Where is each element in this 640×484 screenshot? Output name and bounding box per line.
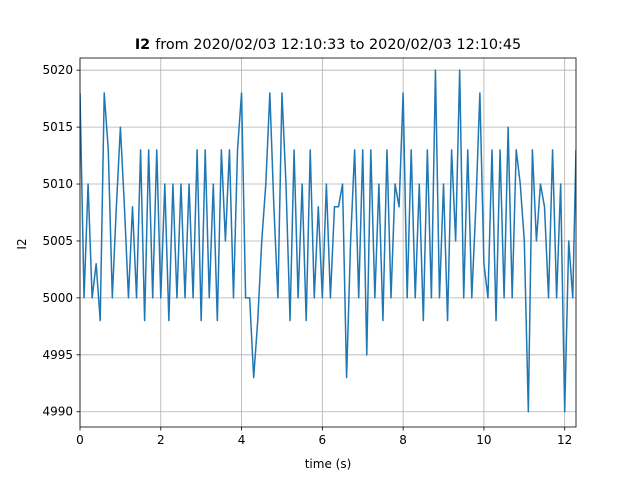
chart-title: I2 from 2020/02/03 12:10:33 to 2020/02/03… <box>135 37 521 53</box>
title-text: from 2020/02/03 12:10:33 to 2020/02/03 1… <box>155 37 521 53</box>
y-tick-label: 5020 <box>42 63 73 77</box>
x-tick-label: 4 <box>238 433 246 447</box>
y-tick-label: 5010 <box>42 177 73 191</box>
x-axis-label: time (s) <box>305 457 352 471</box>
x-tick-label: 2 <box>157 433 165 447</box>
y-tick-label: 5000 <box>42 291 73 305</box>
y-tick-label: 5005 <box>42 234 73 248</box>
plot-frame <box>79 57 577 428</box>
line-series <box>80 69 576 413</box>
title-name: I2 <box>135 37 150 53</box>
x-tick-label: 8 <box>399 433 407 447</box>
y-axis-label: I2 <box>15 238 29 249</box>
y-tick-label: 4995 <box>42 348 73 362</box>
x-tick-label: 6 <box>319 433 327 447</box>
x-tick-label: 10 <box>476 433 491 447</box>
x-tick-label: 12 <box>557 433 572 447</box>
y-tick-label: 4990 <box>42 405 73 419</box>
x-tick-label: 0 <box>76 433 84 447</box>
y-tick-label: 5015 <box>42 120 73 134</box>
